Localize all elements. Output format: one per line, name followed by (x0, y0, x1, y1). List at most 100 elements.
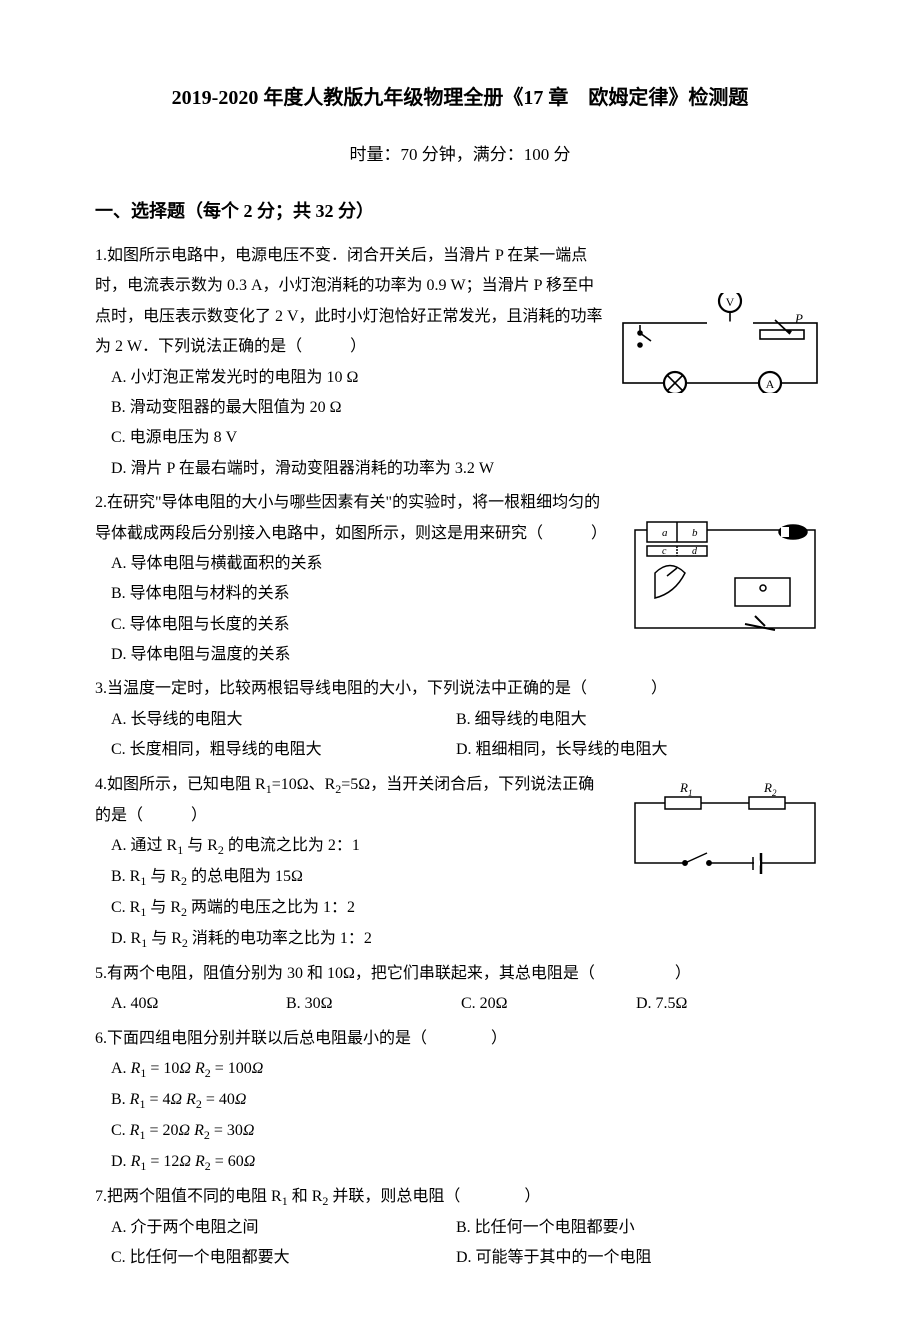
q6c-r2: R (194, 1122, 204, 1139)
q6a-e1: = 10 (146, 1060, 179, 1077)
q4d-pre: D. R (111, 930, 141, 947)
exam-title: 2019-2020 年度人教版九年级物理全册《17 章 欧姆定律》检测题 (95, 80, 825, 116)
q4-p1: 如图所示，已知电阻 R (107, 776, 266, 793)
q2-opt-a: A. 导体电阻与横截面积的关系 (111, 549, 605, 579)
q5-opt-c: C. 20Ω (461, 989, 636, 1019)
q4-opt-d: D. R1 与 R2 消耗的电功率之比为 1：2 (111, 924, 605, 955)
q2-num: 2 (95, 494, 103, 511)
q6b-e2: = 40 (202, 1091, 235, 1108)
q6-text: 6.下面四组电阻分别并联以后总电阻最小的是（ ） (95, 1024, 825, 1054)
svg-text:c: c (662, 546, 667, 557)
q6c-e2: = 30 (210, 1122, 243, 1139)
q4-num: 4 (95, 776, 103, 793)
q1-opt-b: B. 滑动变阻器的最大阻值为 20 Ω (111, 393, 605, 423)
question-7: 7.把两个阻值不同的电阻 R1 和 R2 并联，则总电阻（ ） A. 介于两个电… (95, 1182, 825, 1274)
circuit-diagram-1: V P A (615, 293, 825, 404)
q6a-e2: = 100 (211, 1060, 252, 1077)
question-2: 2.在研究"导体电阻的大小与哪些因素有关"的实验时，将一根粗细均匀的导体截成两段… (95, 488, 825, 670)
q6a-pre: A. (111, 1060, 131, 1077)
svg-text:b: b (692, 527, 698, 539)
q6d-r1: R (131, 1153, 141, 1170)
q3-options: A. 长导线的电阻大 B. 细导线的电阻大 C. 长度相同，粗导线的电阻大 D.… (95, 705, 825, 766)
q6b-u2: Ω (235, 1091, 247, 1108)
svg-text:P: P (794, 311, 803, 326)
q4-opt-a: A. 通过 R1 与 R2 的电流之比为 2：1 (111, 831, 605, 862)
q5-text: 5.有两个电阻，阻值分别为 30 和 10Ω，把它们串联起来，其总电阻是（ ） (95, 959, 825, 989)
q6-opt-c: C. R1 = 20Ω R2 = 30Ω (111, 1116, 825, 1147)
svg-text:A: A (766, 377, 775, 391)
q6-num: 6 (95, 1030, 103, 1047)
q4a-post: 的电流之比为 2：1 (224, 837, 360, 854)
q5-opt-b: B. 30Ω (286, 989, 461, 1019)
q3-opt-a: A. 长导线的电阻大 (111, 705, 456, 735)
q4b-post: 的总电阻为 15Ω (187, 868, 303, 885)
q4-p2: =10Ω、R (272, 776, 336, 793)
q4c-post: 两端的电压之比为 1：2 (187, 899, 355, 916)
question-5: 5.有两个电阻，阻值分别为 30 和 10Ω，把它们串联起来，其总电阻是（ ） … (95, 959, 825, 1020)
q6-opt-a: A. R1 = 10Ω R2 = 100Ω (111, 1054, 825, 1085)
q3-text: 3.当温度一定时，比较两根铝导线电阻的大小，下列说法中正确的是（ ） (95, 674, 825, 704)
q5-opt-a: A. 40Ω (111, 989, 286, 1019)
svg-text:a: a (662, 527, 668, 539)
q6d-e2: = 60 (211, 1153, 244, 1170)
q6b-e1: = 4 (145, 1091, 170, 1108)
circuit-diagram-3: R1 R2 (625, 778, 825, 889)
q6c-pre: C. (111, 1122, 130, 1139)
svg-text:R2: R2 (763, 780, 777, 798)
q6a-r1: R (131, 1060, 141, 1077)
q3-opt-c: C. 长度相同，粗导线的电阻大 (111, 735, 456, 765)
q6b-r2: R (186, 1091, 196, 1108)
question-1: 1.如图所示电路中，电源电压不变．闭合开关后，当滑片 P 在某一端点时，电流表示… (95, 241, 825, 484)
q6-body: 下面四组电阻分别并联以后总电阻最小的是（ ） (107, 1030, 507, 1047)
q6a-u1: Ω (179, 1060, 191, 1077)
q6a-u2: Ω (252, 1060, 264, 1077)
q4-opt-c: C. R1 与 R2 两端的电压之比为 1：2 (111, 893, 605, 924)
q6d-r2: R (195, 1153, 205, 1170)
q3-opt-b: B. 细导线的电阻大 (456, 705, 801, 735)
exam-subtitle: 时量：70 分钟，满分：100 分 (95, 140, 825, 171)
q6d-u2: Ω (244, 1153, 256, 1170)
q6-opt-d: D. R1 = 12Ω R2 = 60Ω (111, 1147, 825, 1178)
question-4: 4.如图所示，已知电阻 R1=10Ω、R2=5Ω，当开关闭合后，下列说法正确的是… (95, 770, 825, 955)
q2-opt-b: B. 导体电阻与材料的关系 (111, 579, 605, 609)
q6c-r1: R (130, 1122, 140, 1139)
section-1-heading: 一、选择题（每个 2 分；共 32 分） (95, 195, 825, 227)
q6d-e1: = 12 (146, 1153, 179, 1170)
q6c-u1: Ω (178, 1122, 190, 1139)
q7-p3: 并联，则总电阻（ ） (328, 1188, 540, 1205)
q5-opt-d: D. 7.5Ω (636, 989, 811, 1019)
q4c-pre: C. R (111, 899, 140, 916)
svg-text:V: V (726, 295, 735, 309)
q4a-mid: 与 R (183, 837, 218, 854)
q6d-pre: D. (111, 1153, 131, 1170)
q6-opt-b: B. R1 = 4Ω R2 = 40Ω (111, 1085, 825, 1116)
q6b-pre: B. (111, 1091, 130, 1108)
q3-body: 当温度一定时，比较两根铝导线电阻的大小，下列说法中正确的是（ ） (107, 680, 667, 697)
q7-opt-c: C. 比任何一个电阻都要大 (111, 1243, 456, 1273)
q1-opt-a: A. 小灯泡正常发光时的电阻为 10 Ω (111, 363, 605, 393)
q4c-mid: 与 R (146, 899, 181, 916)
q7-options: A. 介于两个电阻之间 B. 比任何一个电阻都要小 C. 比任何一个电阻都要大 … (95, 1213, 825, 1274)
q2-body: 在研究"导体电阻的大小与哪些因素有关"的实验时，将一根粗细均匀的导体截成两段后分… (95, 494, 607, 541)
svg-text:R1: R1 (679, 780, 692, 798)
q4-opt-b: B. R1 与 R2 的总电阻为 15Ω (111, 862, 605, 893)
q6-options: A. R1 = 10Ω R2 = 100Ω B. R1 = 4Ω R2 = 40… (95, 1054, 825, 1178)
q4d-post: 消耗的电功率之比为 1：2 (188, 930, 372, 947)
q2-opt-d: D. 导体电阻与温度的关系 (111, 640, 605, 670)
q4b-mid: 与 R (146, 868, 181, 885)
q1-opt-d: D. 滑片 P 在最右端时，滑动变阻器消耗的功率为 3.2 W (111, 454, 605, 484)
q5-body: 有两个电阻，阻值分别为 30 和 10Ω，把它们串联起来，其总电阻是（ ） (107, 965, 691, 982)
question-3: 3.当温度一定时，比较两根铝导线电阻的大小，下列说法中正确的是（ ） A. 长导… (95, 674, 825, 765)
question-6: 6.下面四组电阻分别并联以后总电阻最小的是（ ） A. R1 = 10Ω R2 … (95, 1024, 825, 1178)
q6d-u1: Ω (179, 1153, 191, 1170)
q7-opt-a: A. 介于两个电阻之间 (111, 1213, 456, 1243)
q2-opt-c: C. 导体电阻与长度的关系 (111, 610, 605, 640)
q3-num: 3 (95, 680, 103, 697)
q5-options: A. 40Ω B. 30Ω C. 20Ω D. 7.5Ω (95, 989, 825, 1019)
q7-text: 7.把两个阻值不同的电阻 R1 和 R2 并联，则总电阻（ ） (95, 1182, 825, 1213)
q6b-u1: Ω (170, 1091, 182, 1108)
q3-opt-d: D. 粗细相同，长导线的电阻大 (456, 735, 801, 765)
q1-num: 1 (95, 247, 103, 264)
q7-opt-d: D. 可能等于其中的一个电阻 (456, 1243, 801, 1273)
q6c-u2: Ω (243, 1122, 255, 1139)
